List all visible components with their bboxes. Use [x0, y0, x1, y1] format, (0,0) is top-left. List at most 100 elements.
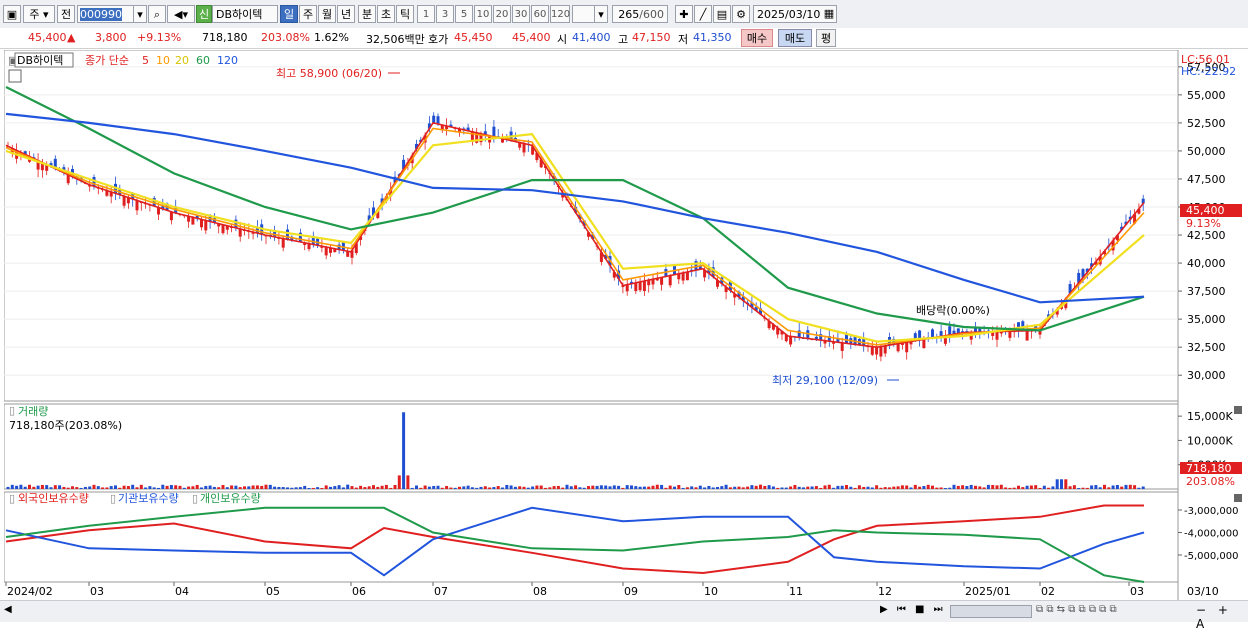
buy-button[interactable]: 매수: [741, 29, 773, 47]
candle-body: [677, 273, 681, 280]
scroll-left-icon[interactable]: ◀: [4, 604, 12, 615]
interval-dropdown-icon[interactable]: ▾: [594, 5, 608, 23]
period-week[interactable]: 주: [299, 5, 317, 23]
interval-120[interactable]: 120: [550, 5, 570, 23]
stock-type-select[interactable]: 주 ▾: [23, 5, 55, 23]
chart-menu-icon[interactable]: ▣: [3, 5, 21, 23]
candle-body: [1133, 214, 1137, 224]
y-tick-label: 37,500: [1187, 285, 1226, 298]
volume-bar: [935, 487, 939, 489]
panel-toggle-icon[interactable]: [8, 69, 22, 83]
volume-bar: [501, 487, 504, 489]
candle-body: [574, 206, 578, 213]
volume-bar: [243, 486, 246, 489]
code-dropdown-icon[interactable]: ▾: [133, 5, 147, 23]
volume-bar: [58, 485, 62, 489]
settings-gear-icon[interactable]: ⚙: [732, 5, 750, 23]
volume-bar: [647, 486, 651, 489]
volume-bar: [191, 486, 195, 489]
volume-bar: [221, 485, 225, 489]
legend-name-box[interactable]: [14, 52, 74, 68]
candle-body: [582, 220, 586, 226]
low-annotation: 최저 29,100 (12/09): [772, 374, 878, 387]
volume-bar: [139, 484, 143, 489]
candle-body: [647, 280, 651, 286]
volume-bar: [1034, 485, 1038, 489]
save-icon[interactable]: ▤: [713, 5, 731, 23]
candle-body: [483, 131, 487, 135]
candle-body: [458, 128, 461, 133]
stock-name-field[interactable]: DB하이텍: [212, 5, 278, 23]
interval-5[interactable]: 5: [455, 5, 473, 23]
interval-3[interactable]: 3: [436, 5, 454, 23]
period-second[interactable]: 초: [377, 5, 395, 23]
volume-bar: [1064, 479, 1068, 489]
volume-bar: [621, 487, 625, 489]
volume-bar: [161, 484, 165, 489]
count-field[interactable]: 265/600: [612, 5, 668, 23]
volume-bar: [1120, 486, 1124, 489]
volume-bar: [1141, 486, 1145, 489]
period-tick[interactable]: 틱: [396, 5, 414, 23]
volume-bar: [978, 486, 982, 489]
volume-bar: [556, 485, 560, 489]
speaker-icon[interactable]: ◀▾: [167, 5, 195, 23]
volume-bar: [746, 486, 750, 489]
volume-bar: [384, 484, 388, 489]
interval-30[interactable]: 30: [512, 5, 530, 23]
calendar-icon[interactable]: ▦: [823, 7, 835, 20]
tool-icons[interactable]: ⧉ ⧉ ⇆ ⧉ ⧉ ⧉ ⧉ ⧉: [1036, 604, 1117, 615]
volume-close-icon[interactable]: [1234, 406, 1242, 414]
holding-close-icon[interactable]: [1234, 494, 1242, 502]
date-field[interactable]: 2025/03/10: [753, 5, 837, 23]
volume-bar: [470, 487, 474, 489]
playback-controls[interactable]: ▶ ⏮ ■ ⏭: [880, 604, 946, 615]
candle-body: [350, 250, 354, 258]
volume-bar: [178, 485, 182, 489]
crosshair-icon[interactable]: ✚: [675, 5, 693, 23]
volume-bar: [741, 487, 745, 489]
interval-20[interactable]: 20: [493, 5, 511, 23]
volume-title: 거래량: [18, 405, 48, 418]
draw-line-icon[interactable]: ╱: [694, 5, 712, 23]
price-change: 3,800: [95, 31, 127, 44]
candle-body: [1094, 261, 1098, 265]
period-year[interactable]: 년: [337, 5, 355, 23]
candle-body: [939, 331, 943, 337]
prev-button[interactable]: 전: [57, 5, 75, 23]
interval-60[interactable]: 60: [531, 5, 549, 23]
date-value: 2025/03/10: [757, 8, 821, 21]
candle-body: [685, 271, 689, 281]
candle-body: [522, 143, 526, 153]
period-minute[interactable]: 분: [358, 5, 376, 23]
price-chart[interactable]: 57,50055,00052,50050,00047,50045,00042,5…: [4, 50, 1244, 602]
hc-label: HC:-22.92: [1181, 65, 1236, 78]
volume-bar: [1025, 485, 1029, 489]
zoom-controls[interactable]: − + A: [1196, 603, 1232, 631]
volume-bar: [83, 486, 87, 489]
candle-body: [703, 269, 707, 278]
period-day[interactable]: 일: [280, 5, 298, 23]
volume-bar: [943, 488, 947, 489]
interval-10[interactable]: 10: [474, 5, 492, 23]
zoom-slider[interactable]: [950, 605, 1032, 618]
holding-legend-sep2: ▯: [192, 492, 198, 505]
period-month[interactable]: 월: [318, 5, 336, 23]
candle-body: [638, 281, 642, 291]
sell-button[interactable]: 매도: [778, 29, 812, 47]
candle-body: [1115, 235, 1119, 241]
search-icon[interactable]: ⌕: [148, 5, 166, 23]
candle-body: [883, 345, 887, 354]
candle-body: [105, 190, 109, 196]
volume-bar: [376, 486, 380, 489]
volume-bar: [88, 486, 92, 489]
interval-1[interactable]: 1: [417, 5, 435, 23]
stock-code-input[interactable]: 000990: [77, 5, 137, 23]
volume-bar: [354, 487, 358, 489]
volume-bar: [582, 487, 586, 489]
candle-body: [200, 219, 203, 228]
volume-bar: [114, 485, 117, 489]
candle-body: [346, 251, 350, 257]
volume-bar: [539, 485, 543, 489]
eval-button[interactable]: 평: [816, 29, 836, 47]
